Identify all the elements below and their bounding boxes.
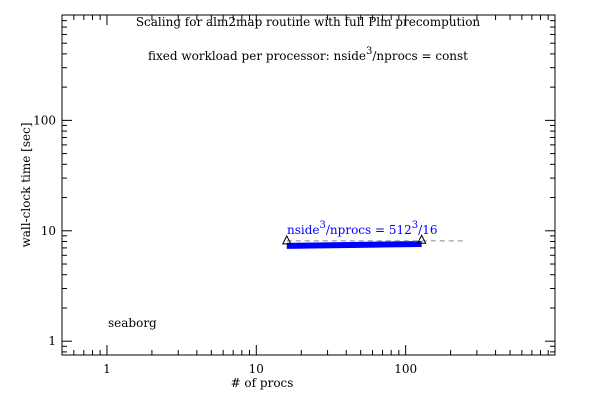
triangle-marker bbox=[416, 234, 427, 244]
x-tick-label: 100 bbox=[394, 362, 417, 376]
x-tick-label: 1 bbox=[103, 362, 111, 376]
annotation-text: /nprocs = 512 bbox=[326, 223, 412, 237]
x-tick-label: 10 bbox=[249, 362, 264, 376]
annotation: seaborg bbox=[108, 316, 157, 330]
chart-title: Scaling for alm2map routine with full Pl… bbox=[136, 15, 481, 29]
annotation-superscript: 3 bbox=[320, 220, 326, 231]
annotation-text: /nprocs = const bbox=[372, 49, 468, 63]
plot-frame bbox=[61, 14, 556, 356]
y-tick-label: 10 bbox=[41, 224, 56, 238]
annotation-text: nside bbox=[287, 223, 320, 237]
y-tick-label: 100 bbox=[33, 113, 56, 127]
y-tick-label: 1 bbox=[48, 334, 56, 348]
annotation-superscript: 3 bbox=[366, 46, 372, 57]
annotation-text: /16 bbox=[418, 223, 437, 237]
y-axis-label: wall-clock time [sec] bbox=[19, 122, 33, 247]
annotation: nside3/nprocs = 5123/16 bbox=[287, 220, 437, 237]
annotation-text: seaborg bbox=[108, 316, 157, 330]
annotation-superscript: 3 bbox=[412, 220, 418, 231]
annotation-text: fixed workload per processor: nside bbox=[148, 49, 366, 63]
x-axis-label: # of procs bbox=[231, 376, 294, 390]
series-line bbox=[286, 240, 422, 249]
triangle-marker bbox=[281, 234, 292, 245]
annotation: fixed workload per processor: nside3/npr… bbox=[148, 46, 468, 63]
